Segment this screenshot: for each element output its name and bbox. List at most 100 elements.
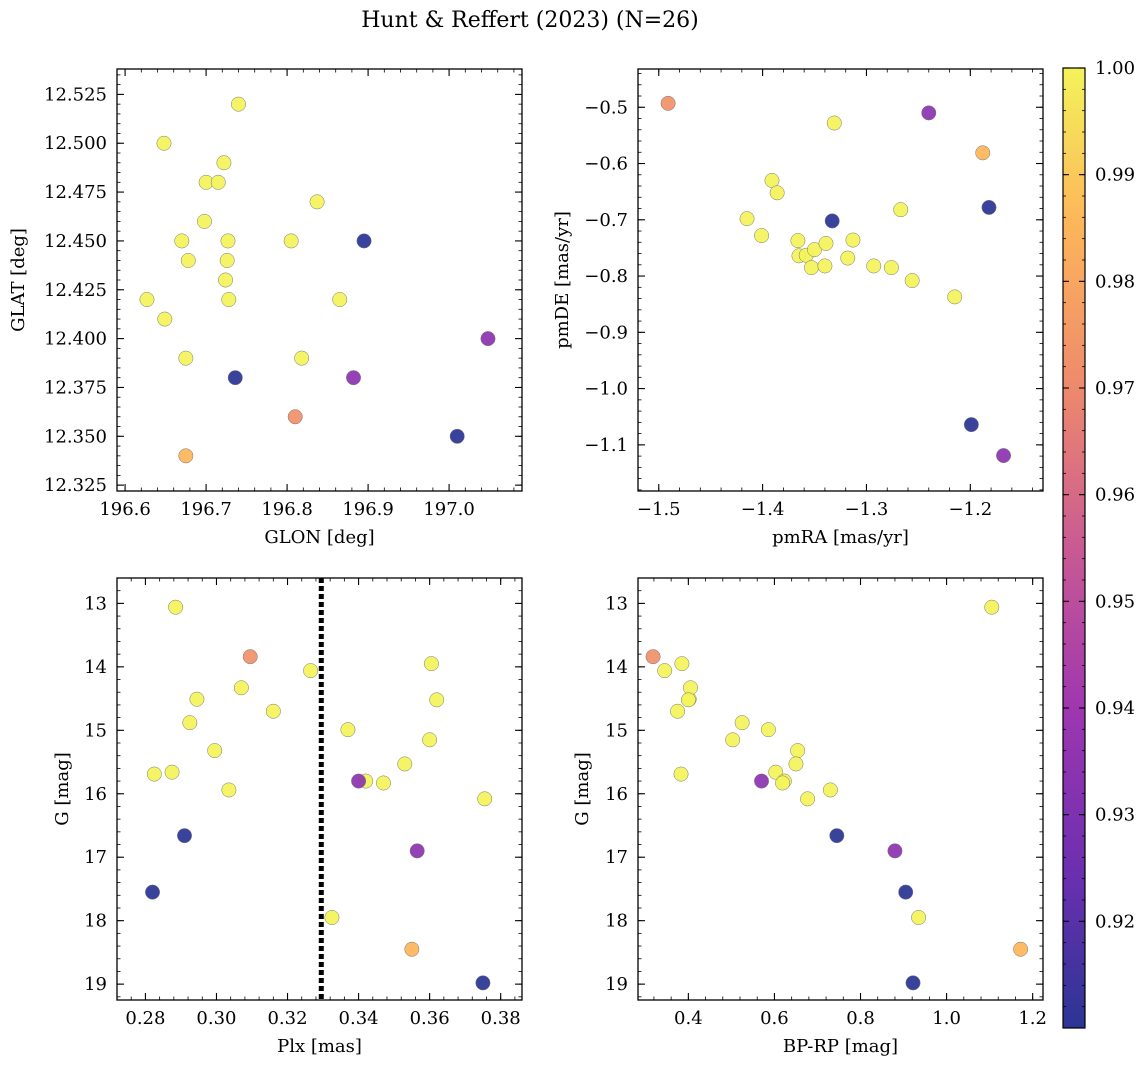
colorbar-gradient: [1062, 67, 1086, 1029]
data-point: [803, 260, 819, 276]
data-point: [840, 250, 856, 266]
panel-position: 196.6 196.7 196.8 196.9 197.0 12.325 12.350 12.…: [8, 68, 523, 548]
y-tick-label: 18: [84, 911, 107, 932]
data-point: [921, 105, 937, 121]
data-point: [146, 766, 162, 782]
colorbar-tick-label: 0.99: [1095, 165, 1135, 186]
y-tick-label: 12.325: [44, 475, 107, 496]
data-point: [283, 233, 299, 249]
colorbar-tick-label: 0.98: [1095, 271, 1135, 292]
data-point: [981, 199, 997, 215]
x-tick-label: 0.32: [267, 1008, 307, 1029]
data-point: [332, 292, 348, 307]
data-point: [800, 791, 816, 807]
colorbar-tick-label: 0.93: [1095, 805, 1135, 826]
y-axis-label: pmDE [mas/yr]: [552, 211, 573, 349]
data-point: [231, 96, 246, 112]
data-point: [189, 691, 205, 707]
data-point: [178, 448, 194, 464]
colorbar-tick-label: 0.95: [1095, 591, 1135, 612]
x-tick-label: 0.4: [674, 1008, 703, 1029]
data-point: [845, 232, 861, 248]
y-tick-label: 17: [84, 847, 107, 868]
data-point: [775, 775, 791, 791]
data-point: [265, 703, 281, 719]
colorbar-tick-label: 1.00: [1095, 58, 1135, 79]
y-axis-label: G [mag]: [572, 752, 593, 825]
data-point: [947, 289, 963, 305]
panel-parallax-magnitude: 0.28 0.30 0.32 0.34 0.36 0.38 13 14 15 16 17 18 19 Pl…: [52, 577, 523, 1057]
data-point: [139, 292, 155, 307]
data-point: [673, 766, 689, 782]
y-tick-label: 12.375: [44, 377, 107, 398]
axes-frame: [116, 68, 523, 492]
colorbar-tick-label: 0.96: [1095, 485, 1135, 506]
data-point: [221, 292, 237, 307]
x-tick-label: −1.4: [741, 499, 785, 520]
y-tick-label: −0.6: [584, 154, 628, 175]
data-point: [294, 350, 310, 366]
figure-title: Hunt & Reffert (2023) (N=26): [361, 8, 699, 33]
x-tick-label: 196.9: [342, 499, 394, 520]
data-point: [818, 235, 834, 251]
data-point: [351, 773, 367, 789]
data-point: [180, 253, 196, 268]
data-point: [340, 722, 356, 738]
data-point: [824, 213, 840, 229]
data-point: [898, 884, 914, 900]
colorbar-tick-label: 0.94: [1095, 698, 1135, 719]
y-tick-label: 19: [605, 974, 628, 995]
y-tick-label: −0.7: [584, 210, 628, 231]
y-tick-label: 12.475: [44, 182, 107, 203]
axes-frame: [637, 68, 1044, 492]
data-point: [911, 910, 927, 925]
data-point: [404, 941, 420, 957]
data-point: [210, 174, 226, 190]
data-point: [324, 910, 340, 925]
data-point: [220, 233, 236, 249]
data-point: [788, 756, 804, 772]
y-tick-label: 13: [605, 593, 628, 614]
data-point: [480, 331, 496, 347]
x-tick-label: 1.0: [932, 1008, 961, 1029]
data-point: [477, 791, 493, 807]
y-tick-label: 12.425: [44, 280, 107, 301]
y-axis-label: GLAT [deg]: [8, 228, 29, 332]
x-axis-label: BP-RP [mag]: [783, 1036, 898, 1057]
data-point: [984, 599, 1000, 615]
data-point: [145, 884, 160, 900]
y-tick-label: 17: [605, 847, 628, 868]
data-point: [866, 258, 882, 274]
data-point: [156, 135, 172, 151]
y-tick-label: −0.9: [584, 322, 628, 343]
data-point: [429, 692, 445, 708]
x-tick-label: 0.30: [196, 1008, 236, 1029]
x-tick-label: 0.34: [339, 1008, 379, 1029]
data-point: [309, 194, 325, 210]
y-tick-label: 19: [84, 974, 107, 995]
data-point: [375, 775, 391, 791]
y-tick-label: 12.500: [44, 133, 107, 154]
y-tick-label: 12.400: [44, 329, 107, 350]
x-tick-label: 197.0: [423, 499, 475, 520]
data-point: [829, 828, 845, 844]
data-point: [674, 656, 690, 672]
data-point: [449, 428, 465, 444]
x-tick-label: 0.6: [760, 1008, 789, 1029]
x-tick-label: −1.3: [845, 499, 889, 520]
data-point: [422, 732, 438, 748]
colorbar-tick-label: 0.97: [1095, 378, 1135, 399]
data-point: [178, 350, 194, 366]
panel-proper-motion: −1.5 −1.4 −1.3 −1.2 −1.1 −1.0 −0.9 −0.8 −0.7 −0.6…: [552, 68, 1044, 548]
data-point: [177, 828, 192, 844]
colorbar: 0.92 0.93 0.94 0.95 0.96 0.97 0.98 0.99 1.00: [1062, 58, 1135, 1029]
data-point: [660, 95, 676, 111]
y-tick-label: 15: [84, 720, 107, 741]
data-point: [397, 756, 413, 772]
data-point: [734, 715, 750, 731]
x-tick-label: 0.36: [410, 1008, 450, 1029]
y-tick-label: 16: [84, 784, 107, 805]
data-point: [242, 649, 258, 665]
data-point: [287, 409, 303, 425]
